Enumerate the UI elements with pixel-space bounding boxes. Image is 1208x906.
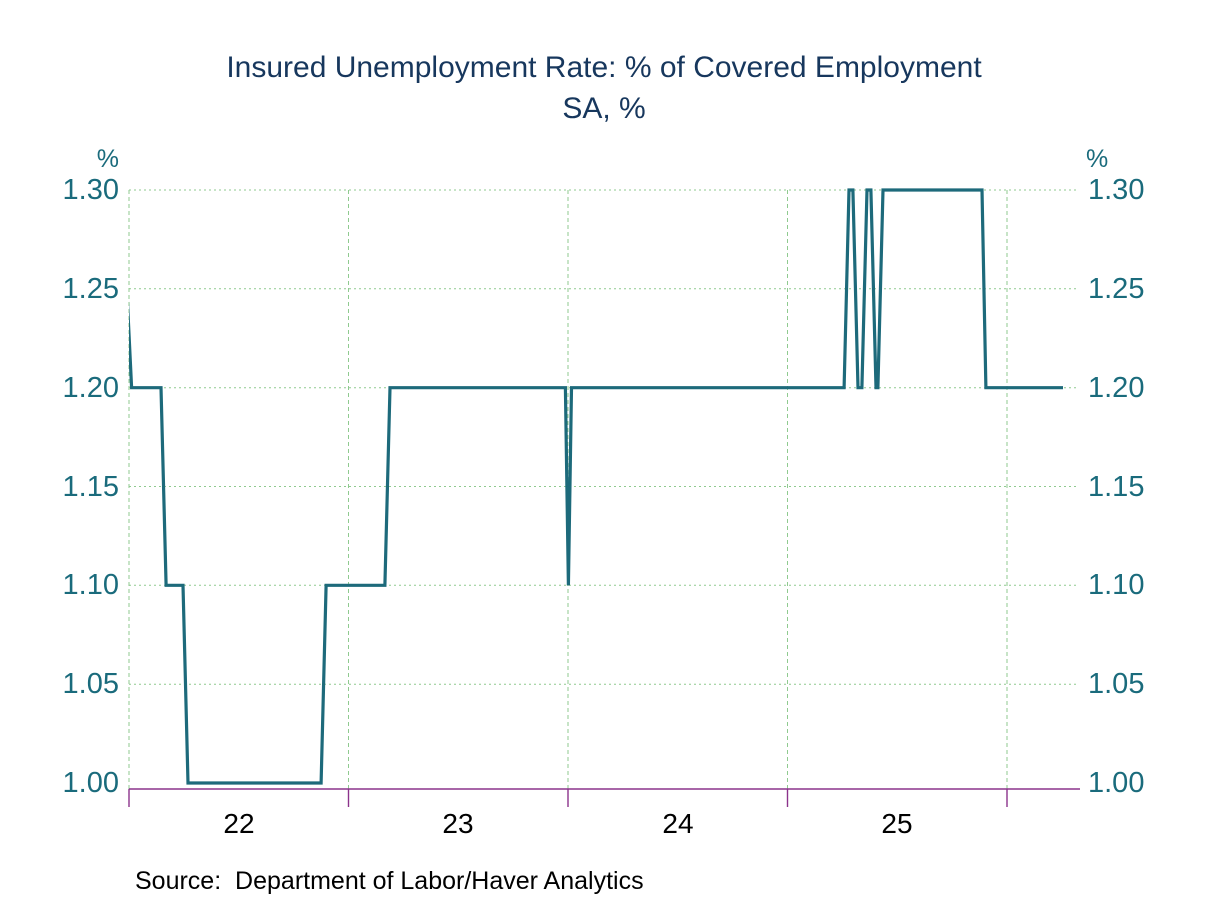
y-tick-label-right: 1.00 bbox=[1088, 767, 1145, 799]
x-tick-label: 25 bbox=[881, 808, 913, 839]
y-tick-label-right: 1.10 bbox=[1088, 569, 1145, 601]
y-tick-label-left: 1.30 bbox=[62, 174, 119, 206]
y-tick-label-left: 1.10 bbox=[62, 569, 119, 601]
y-tick-label-left: 1.00 bbox=[62, 767, 119, 799]
y-axis-unit-right: % bbox=[1086, 145, 1109, 173]
chart-title: Insured Unemployment Rate: % of Covered … bbox=[226, 51, 982, 84]
x-tick-label: 23 bbox=[442, 808, 474, 839]
y-tick-label-left: 1.20 bbox=[62, 372, 119, 404]
y-tick-label-right: 1.20 bbox=[1088, 372, 1145, 404]
y-tick-label-left: 1.05 bbox=[62, 668, 119, 700]
y-tick-label-left: 1.25 bbox=[62, 273, 119, 305]
source-note: Source: Department of Labor/Haver Analyt… bbox=[135, 867, 644, 895]
chart-subtitle: SA, % bbox=[562, 92, 646, 125]
y-tick-label-right: 1.30 bbox=[1088, 174, 1145, 206]
y-tick-label-right: 1.25 bbox=[1088, 273, 1145, 305]
x-tick-label: 24 bbox=[662, 808, 694, 839]
x-tick-label: 22 bbox=[223, 808, 255, 839]
y-tick-label-left: 1.15 bbox=[62, 471, 119, 503]
data-line bbox=[129, 188, 1063, 785]
y-tick-label-right: 1.15 bbox=[1088, 471, 1145, 503]
y-tick-label-right: 1.05 bbox=[1088, 668, 1145, 700]
y-axis-unit-left: % bbox=[96, 145, 119, 173]
